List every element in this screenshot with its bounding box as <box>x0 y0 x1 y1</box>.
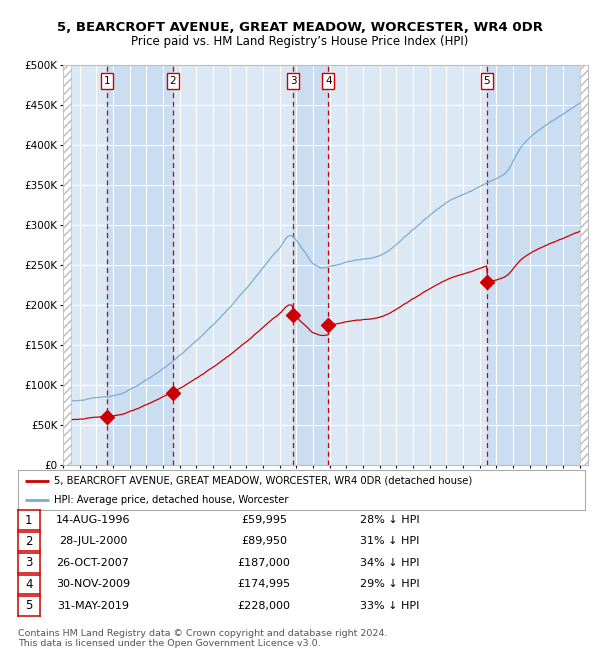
Text: £89,950: £89,950 <box>241 536 287 547</box>
Text: £187,000: £187,000 <box>238 558 290 568</box>
Text: 28-JUL-2000: 28-JUL-2000 <box>59 536 127 547</box>
Text: This data is licensed under the Open Government Licence v3.0.: This data is licensed under the Open Gov… <box>18 639 320 648</box>
Text: 4: 4 <box>25 578 32 591</box>
Text: £59,995: £59,995 <box>241 515 287 525</box>
Text: 1: 1 <box>25 514 32 526</box>
Text: 31% ↓ HPI: 31% ↓ HPI <box>360 536 419 547</box>
Text: 26-OCT-2007: 26-OCT-2007 <box>56 558 130 568</box>
Text: Contains HM Land Registry data © Crown copyright and database right 2024.: Contains HM Land Registry data © Crown c… <box>18 629 388 638</box>
Text: 34% ↓ HPI: 34% ↓ HPI <box>360 558 419 568</box>
Text: HPI: Average price, detached house, Worcester: HPI: Average price, detached house, Worc… <box>54 495 288 505</box>
Text: 2: 2 <box>169 76 176 86</box>
Text: 30-NOV-2009: 30-NOV-2009 <box>56 579 130 590</box>
Bar <box>293 65 328 465</box>
Text: 1: 1 <box>103 76 110 86</box>
Bar <box>580 65 590 465</box>
Text: 4: 4 <box>325 76 332 86</box>
Text: 5, BEARCROFT AVENUE, GREAT MEADOW, WORCESTER, WR4 0DR (detached house): 5, BEARCROFT AVENUE, GREAT MEADOW, WORCE… <box>54 476 472 486</box>
Text: Price paid vs. HM Land Registry’s House Price Index (HPI): Price paid vs. HM Land Registry’s House … <box>131 35 469 48</box>
Text: 28% ↓ HPI: 28% ↓ HPI <box>360 515 419 525</box>
Bar <box>107 65 173 465</box>
Text: 2: 2 <box>25 535 32 548</box>
Text: 5, BEARCROFT AVENUE, GREAT MEADOW, WORCESTER, WR4 0DR: 5, BEARCROFT AVENUE, GREAT MEADOW, WORCE… <box>57 21 543 34</box>
Bar <box>487 65 580 465</box>
Text: 33% ↓ HPI: 33% ↓ HPI <box>360 601 419 611</box>
Text: 14-AUG-1996: 14-AUG-1996 <box>56 515 130 525</box>
Bar <box>63 65 71 465</box>
Text: £174,995: £174,995 <box>238 579 290 590</box>
Text: 31-MAY-2019: 31-MAY-2019 <box>57 601 129 611</box>
Text: 5: 5 <box>25 599 32 612</box>
Text: 3: 3 <box>25 556 32 569</box>
Text: 3: 3 <box>290 76 296 86</box>
Text: 29% ↓ HPI: 29% ↓ HPI <box>360 579 419 590</box>
Text: 5: 5 <box>484 76 490 86</box>
Text: £228,000: £228,000 <box>238 601 290 611</box>
